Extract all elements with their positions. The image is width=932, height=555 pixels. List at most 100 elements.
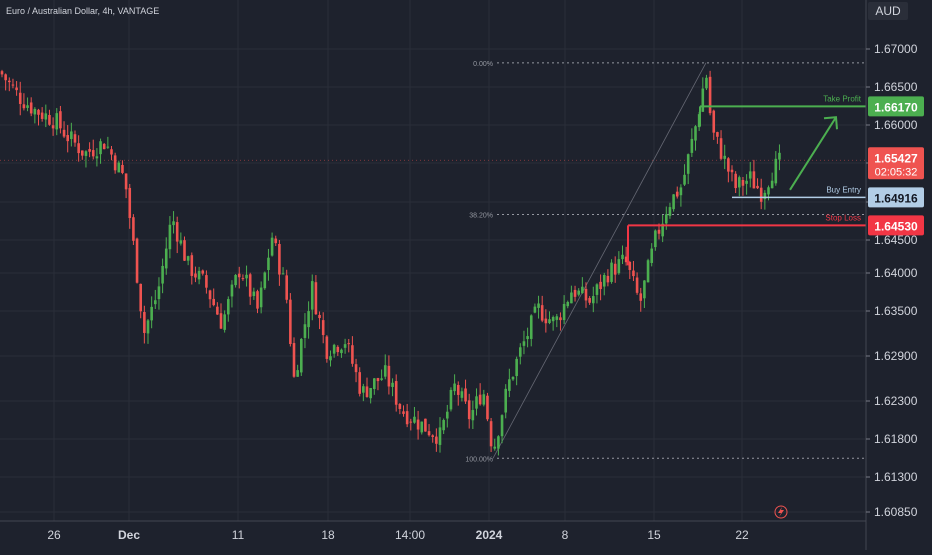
candle-body [661,223,664,237]
candle-body [405,411,409,425]
price-tick-label: 1.61300 [874,470,918,484]
fib-trend-line[interactable] [492,62,707,459]
price-tick-label: 1.66000 [874,118,918,132]
candle-body [628,261,632,270]
candle-body [274,238,278,244]
candle-body [446,411,449,419]
candle-body [588,298,591,303]
candle-body [373,378,376,390]
candle-body [482,394,486,405]
candle-body [164,248,168,269]
candle-body [168,224,172,250]
candle-body [577,290,580,295]
candle-body [351,345,354,364]
candle-body [270,237,274,256]
candle-body [705,77,708,89]
candle-body [679,187,683,196]
candles[interactable] [0,69,781,456]
candle-body [464,388,467,402]
candle-body [643,280,646,299]
candle-body [358,372,361,394]
candle-body [70,131,73,140]
candle-body [519,347,522,357]
candle-body [683,174,686,185]
candle-body [139,283,142,312]
time-tick-label: 18 [321,528,335,542]
candle-body [504,388,507,413]
fibonacci-retracement[interactable]: 0.00% 38.20% 100.00% [465,61,866,463]
candle-body [110,149,113,155]
candle-body [325,336,329,359]
candle-body [581,286,584,294]
time-axis[interactable]: 26 Dec 11 18 14:00 2024 8 15 22 [0,520,866,542]
candle-body [500,415,504,437]
take-profit-price-badge [868,96,924,117]
candle-body [113,155,117,171]
candle-body [8,80,11,83]
fib-level-label: 0.00% [473,61,493,68]
candle-body [336,346,340,353]
price-axis[interactable]: 1.670001.665001.660001.655001.650001.645… [865,0,924,550]
candle-body [573,289,577,297]
price-tick-label: 1.60850 [874,505,918,519]
candle-body [621,254,624,260]
candle-body [515,358,518,377]
candle-body [562,303,566,321]
price-tick-label: 1.61800 [874,432,918,446]
candle-body [81,150,84,156]
candle-body [310,281,314,310]
candle-body [738,177,741,188]
candle-body [245,274,248,279]
candle-body [654,230,657,248]
price-tick-label: 1.64000 [874,266,918,280]
candle-body [632,270,635,277]
candle-body [650,248,653,263]
candle-body [95,156,99,159]
candle-body [66,135,69,142]
projection-arrow-head [823,116,838,130]
candle-body [146,320,150,334]
candle-body [449,389,453,410]
candle-body [668,207,672,216]
time-tick-label: 14:00 [395,528,425,542]
candle-body [665,214,668,224]
candle-body [566,301,570,307]
projection-arrow[interactable] [789,116,838,191]
currency-badge[interactable] [868,2,908,20]
candle-body [307,311,310,328]
candle-body [26,105,29,108]
candle-body [752,171,756,189]
candle-body [212,298,215,306]
candle-body [343,344,347,348]
candle-body [380,378,383,380]
buy-entry-price-value: 1.64916 [874,191,918,205]
candle-body [22,104,26,109]
candle-body [686,154,690,174]
candle-body [613,263,617,275]
candle-body [719,138,723,159]
candle-body [154,300,157,305]
trade-levels[interactable]: Take Profit Buy Entry Stop Loss [627,94,866,266]
candle-body [197,270,201,280]
candle-body [763,192,767,200]
candle-body [205,275,208,288]
candle-body [595,284,599,295]
candle-body [40,112,44,119]
candle-body [99,141,102,155]
candle-body [51,125,55,129]
price-tick-label: 1.62900 [874,349,918,363]
candle-body [592,296,595,304]
candle-body [548,319,551,324]
candle-body [201,270,205,274]
candle-body [624,256,628,263]
candle-body [183,240,186,261]
lightning-icon[interactable] [774,505,788,519]
stop-loss-price-value: 1.64530 [874,219,918,233]
candle-body [33,108,37,115]
candle-body [690,138,694,153]
time-tick-label: 15 [647,528,661,542]
candle-body [172,221,175,226]
candle-body [420,421,424,433]
